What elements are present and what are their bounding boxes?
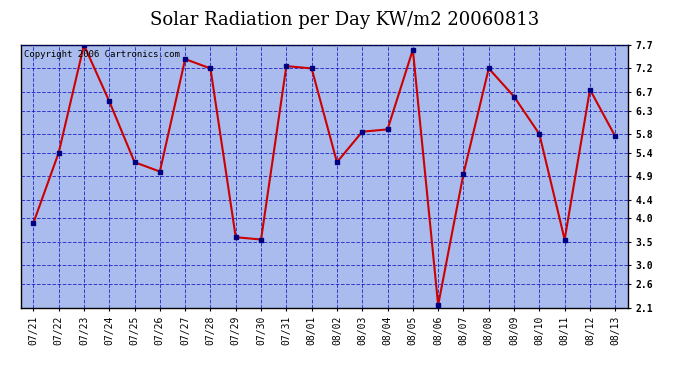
Text: Copyright 2006 Cartronics.com: Copyright 2006 Cartronics.com xyxy=(23,50,179,59)
Text: Solar Radiation per Day KW/m2 20060813: Solar Radiation per Day KW/m2 20060813 xyxy=(150,11,540,29)
